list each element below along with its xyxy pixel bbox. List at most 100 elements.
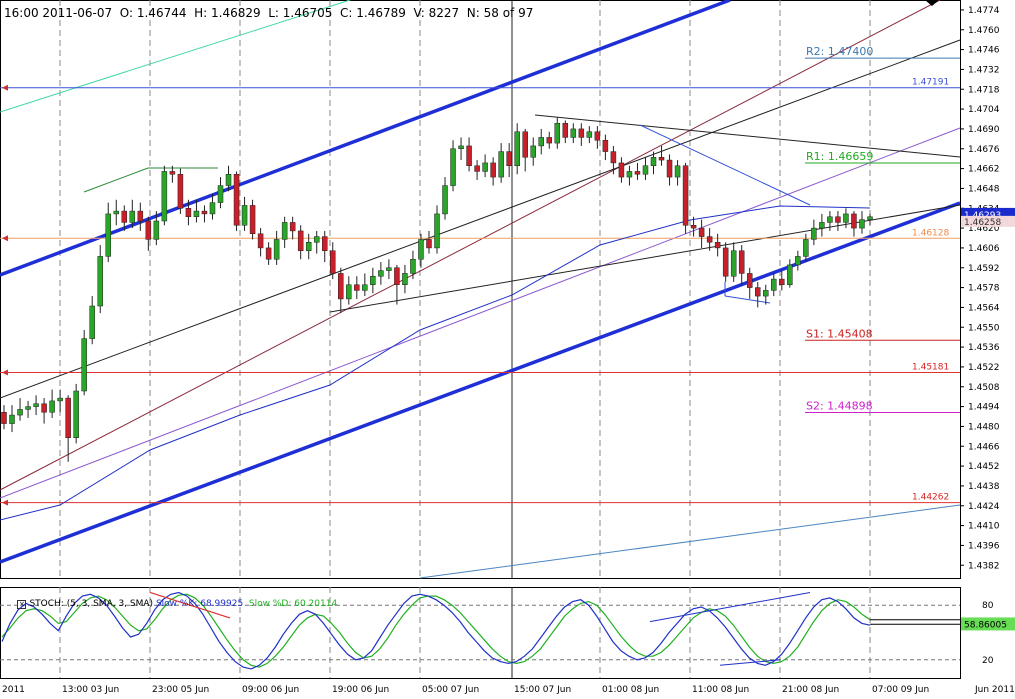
- candle-down: [851, 213, 857, 229]
- candle-down: [714, 242, 721, 249]
- candle-up: [771, 278, 777, 291]
- candle-down: [249, 205, 256, 235]
- candle-up: [305, 242, 312, 251]
- candle-down: [145, 220, 152, 240]
- price-tick-label: 1.4522: [968, 363, 1000, 373]
- price-level-labels: R2: 1.47400 1.47191 R1: 1.46659 1.46128 S1: …: [806, 45, 949, 503]
- time-tick-label: 23:00 05 Jun: [152, 685, 209, 695]
- price-tick-label: 1.4382: [968, 561, 1000, 571]
- price-tick-label: 1.4620: [968, 224, 1000, 234]
- candle-up: [586, 131, 593, 138]
- candle-up: [730, 250, 737, 277]
- candle-up: [386, 267, 392, 271]
- candle-down: [682, 165, 689, 226]
- price-tick-label: 1.4452: [968, 462, 1000, 472]
- candle-down: [41, 403, 47, 413]
- candle-down: [257, 233, 264, 249]
- price-tick-label: 1.4704: [968, 105, 1000, 115]
- candle-down: [698, 227, 705, 237]
- stoch-d-label: Slow %D: 60.20114: [248, 599, 338, 609]
- candle-down: [490, 162, 496, 178]
- diamond-marker-icon: [925, 0, 939, 6]
- stochastic-panel: 80 20 58.86005: [0, 591, 1015, 670]
- time-tick-label: 01:00 08 Jun: [602, 685, 659, 695]
- candle-down: [394, 267, 400, 285]
- price-tick-label: 1.4718: [968, 85, 1000, 95]
- stoch-collapse-icon[interactable]: ×: [17, 600, 27, 609]
- candle-up: [418, 239, 424, 260]
- candle-up: [498, 151, 504, 178]
- moving-average-line: [0, 205, 871, 521]
- time-tick-label: 05:00 07 Jun: [422, 685, 479, 695]
- candle-up: [97, 256, 103, 307]
- price-level-label: R2: 1.47400: [806, 45, 873, 58]
- candle-up: [161, 171, 168, 222]
- candle-down: [506, 151, 512, 166]
- price-tick-label: 1.4592: [968, 264, 1000, 274]
- price-tick-label: 1.4550: [968, 323, 1000, 333]
- time-tick-label: 11:00 08 Jun: [692, 685, 749, 695]
- candle-up: [538, 137, 544, 147]
- candle-down: [754, 287, 761, 297]
- candle-up: [795, 256, 801, 266]
- time-tick-label: Jun 2011: [974, 685, 1015, 695]
- candle-up: [554, 123, 561, 144]
- candle-up: [514, 131, 520, 166]
- price-tick-label: 1.4438: [968, 482, 1000, 492]
- candle-up: [803, 239, 809, 257]
- candle-up: [273, 239, 280, 260]
- time-tick-label: 2011: [2, 685, 25, 695]
- stoch-legend: × STOCH: (5, 3, SMA, 3, SMA) Slow %K: 68.…: [6, 589, 337, 619]
- candlestick-series: [1, 117, 873, 462]
- price-tick-label: 1.4690: [968, 125, 1000, 135]
- stoch-value-label: 58.86005: [964, 620, 1007, 630]
- purple-trendline: [0, 127, 961, 499]
- price-level-label: S1: 1.45408: [806, 327, 873, 340]
- candle-up: [89, 305, 95, 339]
- time-tick-label: 21:00 08 Jun: [782, 685, 839, 695]
- candle-up: [113, 210, 120, 215]
- candle-up: [362, 284, 368, 291]
- time-tick-label: 13:00 03 Jun: [62, 685, 119, 695]
- candle-up: [370, 276, 376, 285]
- candle-up: [402, 273, 408, 285]
- candle-up: [626, 171, 633, 178]
- candle-down: [779, 278, 785, 286]
- ohlc-info-header: 16:00 2011-06-07 O: 1.46744 H: 1.46829 L…: [4, 6, 534, 20]
- candle-down: [618, 162, 625, 178]
- candle-up: [859, 219, 865, 229]
- candle-up: [787, 264, 793, 285]
- price-tick-label: 1.4578: [968, 284, 1000, 294]
- blue-projection-line: [639, 124, 811, 206]
- candle-up: [827, 216, 833, 223]
- stoch-d-line: [1, 593, 871, 668]
- price-tick-label: 1.4480: [968, 422, 1000, 432]
- green-swing-line: [83, 167, 149, 193]
- candle-up: [530, 145, 536, 158]
- candle-down: [706, 236, 713, 243]
- stoch-red-divergence-line: [149, 591, 231, 619]
- candle-up: [843, 213, 849, 223]
- candle-down: [265, 247, 272, 260]
- candle-down: [666, 159, 673, 178]
- candle-up: [281, 222, 288, 240]
- candle-down: [185, 208, 192, 217]
- price-tick-label: 1.4774: [968, 6, 1000, 16]
- price-tick-label: 1.4396: [968, 541, 1000, 551]
- candle-down: [602, 140, 609, 152]
- stoch-tick-label: 80: [982, 601, 994, 611]
- price-tick-label: 1.4536: [968, 343, 1000, 353]
- candle-down: [722, 247, 729, 277]
- stoch-header-prefix: STOCH: (5, 3, SMA, 3, SMA): [29, 599, 154, 609]
- candle-down: [562, 123, 569, 138]
- candle-up: [674, 165, 681, 178]
- candle-down: [610, 151, 617, 164]
- candle-down: [297, 230, 304, 252]
- candle-up: [434, 213, 440, 249]
- price-tick-label: 1.4494: [968, 403, 1000, 413]
- candle-up: [17, 409, 23, 416]
- time-tick-label: 07:00 09 Jun: [872, 685, 929, 695]
- candle-down: [658, 157, 665, 161]
- candle-up: [193, 210, 200, 217]
